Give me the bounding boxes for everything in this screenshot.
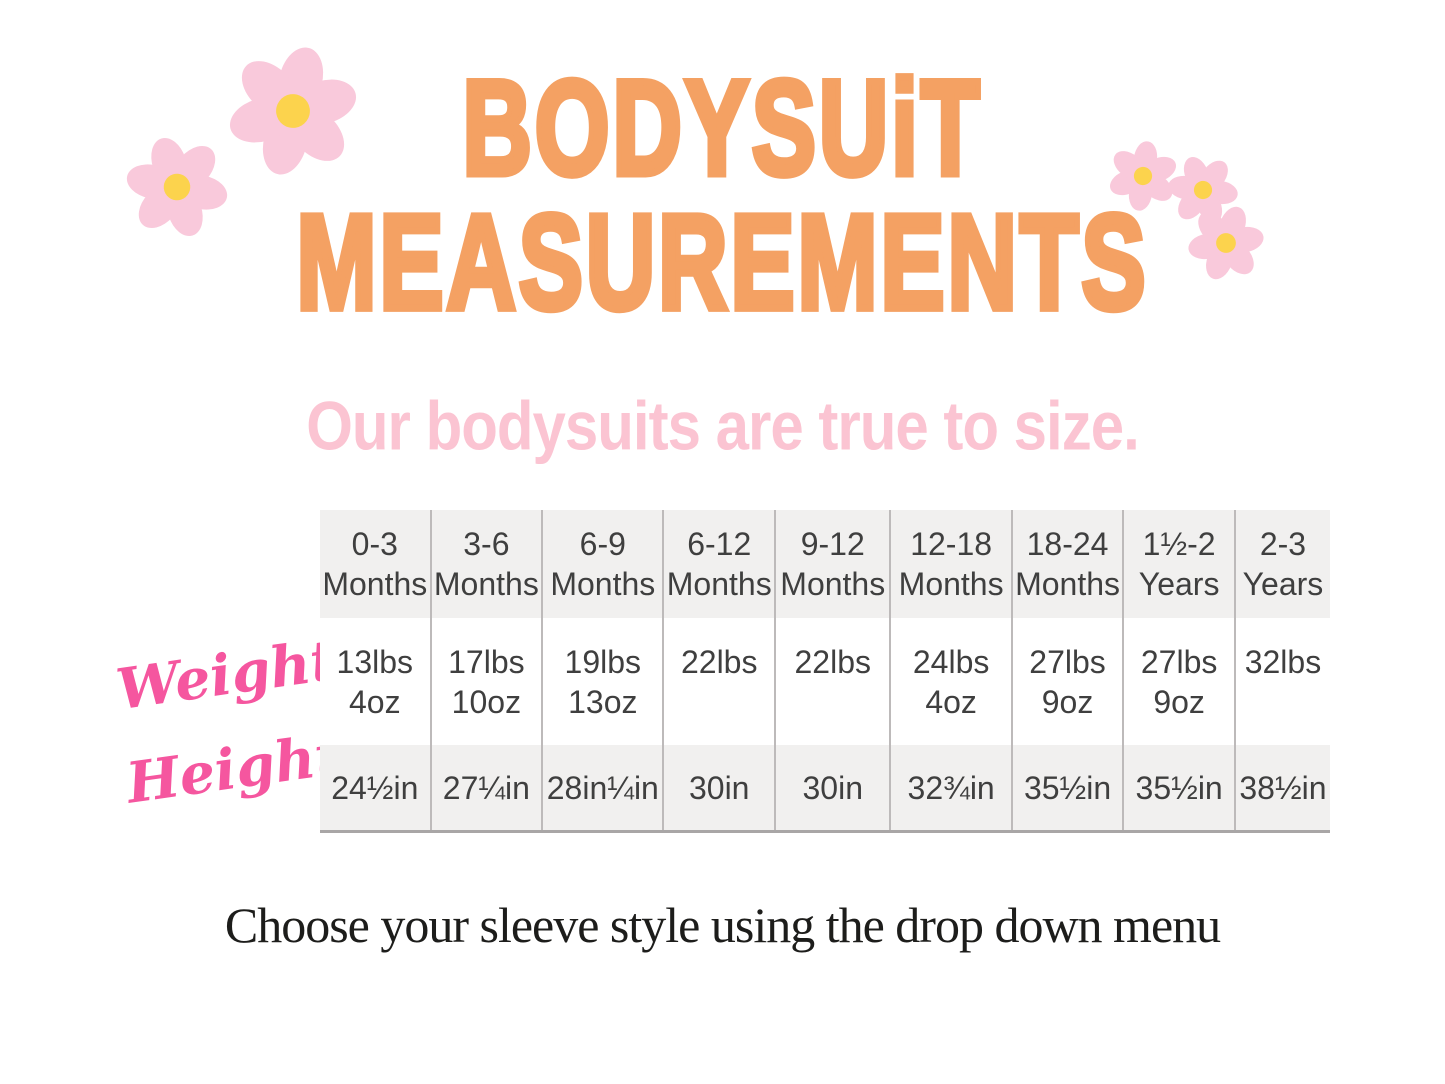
size-chart-table: 0-3 Months 3-6 Months 6-9 Months 6-12 Mo… (320, 510, 1330, 833)
flower-icon (1109, 141, 1177, 211)
weight-cell: 27lbs 9oz (1122, 618, 1234, 745)
height-cell: 38½in (1233, 745, 1330, 830)
size-column-header: 18-24 Months (1010, 510, 1123, 618)
size-column-header: 6-12 Months (662, 510, 774, 618)
page-title-line1: BODYSUiT (460, 53, 983, 204)
weight-cell: 17lbs 10oz (429, 618, 542, 745)
weight-cell: 22lbs (774, 618, 889, 745)
height-cell: 32¾in (889, 745, 1010, 830)
size-column-header: 0-3 Months (322, 526, 428, 602)
size-column-header: 9-12 Months (774, 510, 889, 618)
height-cell: 27¼in (429, 745, 542, 830)
weight-cell: 22lbs (662, 618, 774, 745)
weight-cell: 32lbs (1233, 618, 1330, 745)
height-cell: 24½in (331, 769, 419, 806)
sleeve-style-note: Choose your sleeve style using the drop … (224, 897, 1221, 953)
size-column-header: 2-3 Years (1233, 510, 1330, 618)
weight-cell: 27lbs 9oz (1010, 618, 1123, 745)
size-column-header: 12-18 Months (889, 510, 1010, 618)
size-column-header: 1½-2 Years (1122, 510, 1234, 618)
table-header-row: 0-3 Months 3-6 Months 6-9 Months 6-12 Mo… (320, 510, 1330, 618)
weight-row: 13lbs 4oz 17lbs 10oz 19lbs 13oz 22lbs 22… (320, 618, 1330, 745)
flower-icon (229, 47, 357, 175)
height-cell: 35½in (1010, 745, 1123, 830)
height-cell: 28in¼in (541, 745, 662, 830)
weight-row-label: Weight (112, 626, 341, 724)
flower-icon (126, 137, 228, 237)
subtitle: Our bodysuits are true to size. (306, 387, 1140, 465)
height-cell: 30in (774, 745, 889, 830)
weight-cell: 13lbs 4oz (336, 643, 414, 720)
flower-icon (1188, 206, 1264, 280)
weight-cell: 24lbs 4oz (889, 618, 1010, 745)
page-title-line2: MEASUREMENTS (294, 188, 1149, 338)
height-row-label: Height (122, 721, 346, 817)
height-cell: 35½in (1122, 745, 1234, 830)
height-row: 24½in 27¼in 28in¼in 30in 30in 32¾in 35½i… (320, 745, 1330, 830)
height-cell: 30in (662, 745, 774, 830)
weight-cell: 19lbs 13oz (541, 618, 662, 745)
size-column-header: 6-9 Months (541, 510, 662, 618)
size-column-header: 3-6 Months (429, 510, 542, 618)
page-title: BODYSUiT MEASUREMENTS (0, 53, 1445, 338)
